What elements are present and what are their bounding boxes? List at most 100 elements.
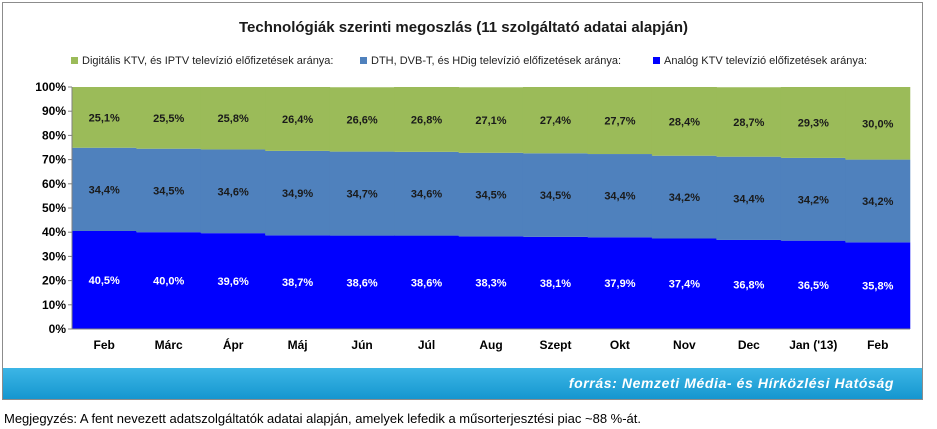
- bar-segment: [845, 159, 911, 243]
- legend-swatch: [360, 57, 367, 64]
- data-label: 34,2%: [862, 196, 893, 208]
- x-tick-label: Jún: [351, 338, 372, 352]
- data-label: 27,4%: [540, 115, 571, 127]
- y-tick-label: 50%: [42, 201, 66, 215]
- data-label: 29,3%: [798, 117, 829, 129]
- x-tick-label: Aug: [479, 338, 502, 352]
- data-label: 37,9%: [604, 278, 635, 290]
- y-tick-label: 0%: [49, 322, 67, 336]
- bar-segment: [522, 87, 588, 154]
- bar-segment: [458, 236, 524, 329]
- bar-segment: [394, 87, 460, 152]
- x-tick-label: Máj: [288, 338, 308, 352]
- y-tick-label: 10%: [42, 298, 66, 312]
- data-label: 25,5%: [153, 113, 184, 125]
- x-tick-label: Jan ('13): [789, 338, 837, 352]
- bar-segment: [716, 239, 782, 329]
- y-tick-label: 100%: [35, 80, 66, 94]
- x-tick-label: Júl: [418, 338, 435, 352]
- bar-segment: [200, 233, 266, 329]
- x-tick-label: Okt: [610, 338, 630, 352]
- y-tick-label: 30%: [42, 249, 66, 263]
- data-label: 38,6%: [411, 277, 442, 289]
- legend-swatch: [653, 57, 660, 64]
- bar-segment: [845, 242, 911, 329]
- data-label: 28,4%: [669, 116, 700, 128]
- bar-segment: [651, 155, 717, 239]
- bar-segment: [71, 230, 137, 329]
- data-label: 28,7%: [733, 117, 764, 129]
- y-tick-label: 80%: [42, 128, 66, 142]
- bar-segment: [136, 87, 202, 149]
- legend-label: Digitális KTV, és IPTV televízió előfize…: [82, 55, 334, 67]
- bar-segment: [587, 154, 653, 238]
- source-banner: forrás: Nemzeti Média- és Hírközlési Hat…: [3, 368, 922, 399]
- bar-segment: [780, 87, 846, 158]
- data-label: 34,4%: [89, 184, 120, 196]
- x-tick-label: Feb: [94, 338, 115, 352]
- bar-segment: [329, 151, 395, 236]
- x-tick-label: Márc: [155, 338, 183, 352]
- data-label: 34,4%: [733, 193, 764, 205]
- chart-plot: 0% 10% 20% 30% 40% 50% 60% 70% 80% 90% 100% 40,5% 34…: [35, 80, 911, 352]
- data-label: 38,6%: [346, 277, 377, 289]
- y-tick-label: 20%: [42, 274, 66, 288]
- legend-label: Analóg KTV televízió előfizetések aránya…: [664, 55, 868, 67]
- x-tick-label: Feb: [867, 338, 888, 352]
- bar-segment: [587, 87, 653, 155]
- bar-segment: [587, 237, 653, 329]
- y-tick-label: 70%: [42, 153, 66, 167]
- x-tick-label: Dec: [738, 338, 760, 352]
- bar-segment: [200, 87, 266, 150]
- bar-segment: [716, 87, 782, 157]
- bar-segment: [522, 236, 588, 329]
- bar-segment: [716, 156, 782, 240]
- legend-item: DTH, DVB-T, és HDig televízió előfizetés…: [360, 55, 621, 67]
- bar-segment: [394, 151, 460, 236]
- y-tick-label: 40%: [42, 225, 66, 239]
- data-label: 34,5%: [540, 190, 571, 202]
- bar-segment: [265, 150, 331, 236]
- bar-segment: [265, 235, 331, 329]
- data-label: 26,8%: [411, 114, 442, 126]
- bar-segment: [329, 87, 395, 152]
- bar-segment: [136, 232, 202, 329]
- bar-segment: [780, 240, 846, 329]
- bar-segment: [458, 87, 524, 153]
- bar-segment: [329, 235, 395, 329]
- data-label: 34,5%: [153, 185, 184, 197]
- bar-segment: [71, 147, 137, 231]
- data-label: 40,0%: [153, 276, 184, 288]
- legend-label: DTH, DVB-T, és HDig televízió előfizetés…: [371, 55, 622, 67]
- x-tick-label: Ápr: [223, 337, 244, 352]
- data-label: 34,2%: [669, 192, 700, 204]
- legend-item: Digitális KTV, és IPTV televízió előfize…: [71, 55, 334, 67]
- data-label: 34,6%: [411, 189, 442, 201]
- data-label: 26,6%: [346, 114, 377, 126]
- bar-segment: [522, 153, 588, 237]
- legend-swatch: [71, 57, 78, 64]
- data-label: 38,3%: [475, 278, 506, 290]
- legend-item: Analóg KTV televízió előfizetések aránya…: [653, 55, 867, 67]
- bar-segment: [845, 87, 911, 160]
- data-label: 38,7%: [282, 277, 313, 289]
- bar-segment: [651, 238, 717, 329]
- data-label: 26,4%: [282, 114, 313, 126]
- data-label: 34,7%: [346, 189, 377, 201]
- bar-segment: [71, 87, 137, 148]
- data-label: 35,8%: [862, 281, 893, 293]
- bar-segment: [136, 148, 202, 233]
- chart-title: Technológiák szerinti megoszlás (11 szol…: [238, 19, 688, 36]
- data-label: 25,1%: [89, 112, 120, 124]
- bar-segment: [780, 157, 846, 241]
- data-label: 36,5%: [798, 280, 829, 292]
- chart-frame: 0% 10% 20% 30% 40% 50% 60% 70% 80% 90% 100% 40,5% 34…: [2, 2, 923, 400]
- bar-segment: [394, 235, 460, 329]
- data-label: 39,6%: [218, 276, 249, 288]
- bar-segment: [651, 87, 717, 156]
- data-label: 34,6%: [218, 186, 249, 198]
- data-label: 34,5%: [475, 190, 506, 202]
- data-label: 30,0%: [862, 118, 893, 130]
- data-label: 34,4%: [604, 191, 635, 203]
- x-tick-label: Nov: [673, 338, 696, 352]
